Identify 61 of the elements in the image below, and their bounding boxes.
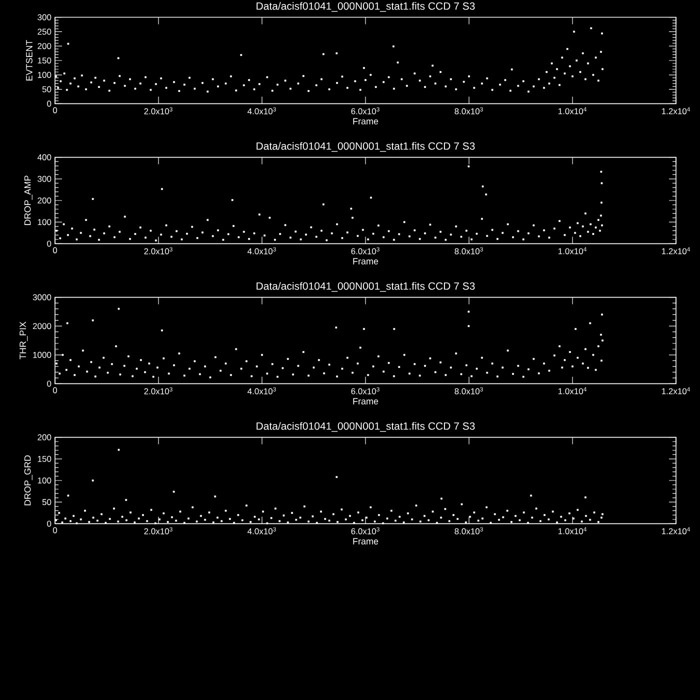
y-tick-label: 0 [47,380,52,387]
y-axis-title: DROP_AMP [24,176,32,226]
x-tick-label: 1.2x10$^{4}$ [662,387,690,394]
x-axis-title: Frame [353,118,378,124]
x-tick-label: 2.0x10$^{3}$ [144,527,172,534]
y-tick-label: 200 [38,197,52,204]
y-tick-label: 200 [38,434,52,440]
x-tick-label: 2.0x10$^{3}$ [144,387,172,394]
x-tick-label: 1.0x10$^{4}$ [558,247,586,254]
y-tick-label: 50 [42,499,52,506]
x-tick-label: 1.2x10$^{4}$ [662,527,690,534]
x-tick-label: 0 [52,247,58,254]
y-tick-label: 50 [42,86,52,92]
x-tick-label: 2.0x10$^{3}$ [144,107,172,114]
x-tick-label: 0 [52,527,58,534]
x-tick-label: 1.0x10$^{4}$ [558,387,586,394]
y-tick-label: 100 [38,219,52,226]
chart-title: Data/acisf01041_000N001_stat1.fits CCD 7 S3 [256,422,475,432]
y-tick-label: 0 [47,240,52,247]
y-tick-label: 1000 [33,352,52,358]
x-tick-label: 6.0x10$^{3}$ [351,387,380,394]
chart-title: Data/acisf01041_000N001_stat1.fits CCD 7 S3 [256,142,475,152]
x-tick-label: 8.0x10$^{3}$ [454,107,483,114]
x-tick-label: 4.0x10$^{3}$ [248,247,276,254]
x-tick-label: 6.0x10$^{3}$ [351,247,380,254]
x-tick-label: 1.2x10$^{4}$ [662,107,690,114]
x-axis-title: Frame [353,258,378,264]
y-tick-label: 0 [47,100,52,107]
x-tick-label: 6.0x10$^{3}$ [351,527,380,534]
x-tick-label: 1.0x10$^{4}$ [558,107,587,114]
y-tick-label: 250 [38,28,52,35]
y-tick-label: 400 [37,154,52,160]
y-tick-label: 100 [38,72,52,78]
chart-title: Data/acisf01041_000N001_stat1.fits CCD 7 S3 [256,282,475,292]
y-tick-label: 300 [38,14,52,20]
x-tick-label: 8.0x10$^{3}$ [454,527,483,534]
y-tick-label: 0 [47,520,52,527]
x-tick-label: 4.0x10$^{3}$ [248,107,276,114]
y-tick-label: 2000 [32,323,52,330]
y-tick-label: 100 [38,477,52,484]
y-tick-label: 3000 [32,294,52,300]
x-tick-label: 1.2x10$^{4}$ [662,247,690,254]
x-tick-label: 0 [52,107,58,114]
x-tick-label: 2.0x10$^{3}$ [144,247,172,254]
x-tick-label: 8.0x10$^{3}$ [454,387,483,394]
x-tick-label: 8.0x10$^{3}$ [454,247,483,254]
x-tick-label: 1.0x10$^{4}$ [558,527,586,534]
x-tick-label: 0 [52,387,58,394]
x-tick-label: 4.0x10$^{3}$ [248,527,276,534]
y-tick-label: 150 [38,57,52,64]
x-tick-label: 6.0x10$^{3}$ [351,107,380,114]
y-axis-title: THR_PIX [20,322,28,360]
y-tick-label: 150 [38,456,52,462]
y-tick-label: 200 [38,43,52,50]
y-axis-title: DROP_GRD [24,455,32,506]
chart-title: Data/acisf01041_000N001_stat1.fits CCD 7 S3 [256,2,475,12]
x-axis-title: Frame [353,538,378,544]
y-axis-title: EVTSENT [26,40,32,81]
y-tick-label: 300 [38,176,52,182]
x-axis-title: Frame [353,398,378,404]
x-tick-label: 4.0x10$^{3}$ [248,387,276,394]
